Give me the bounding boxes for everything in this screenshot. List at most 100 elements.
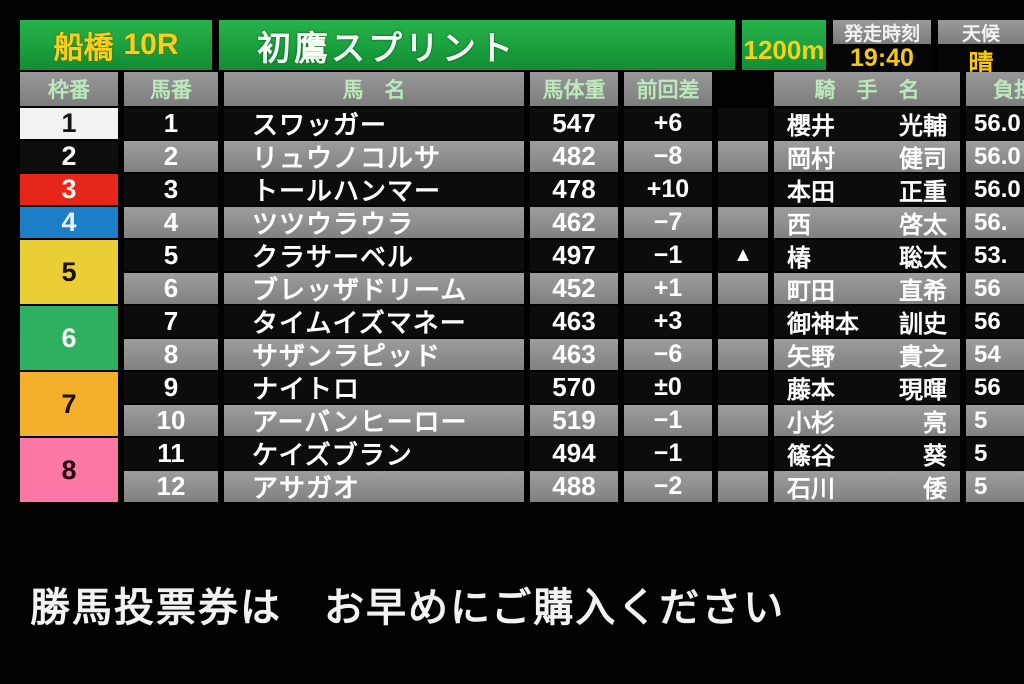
- weight-diff: +6: [624, 108, 712, 139]
- horse-number: 7: [124, 306, 218, 337]
- weight-diff: ±0: [624, 372, 712, 403]
- horse-name: タイムイズマネー: [224, 306, 524, 338]
- burden-weight: 5: [966, 438, 1024, 469]
- body-weight: 478: [530, 174, 618, 205]
- apprentice-marker: [718, 471, 768, 502]
- jockey-name: 小杉 亮: [774, 405, 960, 437]
- jockey-family-name: 西: [787, 212, 811, 239]
- horse-name: アサガオ: [224, 471, 524, 503]
- column-header-burden: 負担: [966, 72, 1024, 106]
- jockey-given-name: 聡太: [899, 245, 947, 272]
- burden-weight: 56: [966, 306, 1024, 337]
- jockey-family-name: 本田: [787, 179, 835, 206]
- race-distance: 1200m: [743, 35, 825, 65]
- burden-weight: 53.: [966, 240, 1024, 271]
- weight-diff: +10: [624, 174, 712, 205]
- jockey-given-name: 直希: [899, 278, 947, 305]
- horse-name: ナイトロ: [224, 372, 524, 404]
- jockey-name: 御神本 訓史: [774, 306, 960, 338]
- start-time-cell: 発走時刻 19:40: [833, 20, 931, 73]
- frame-cell-7: 7: [20, 372, 118, 436]
- horse-number: 3: [124, 174, 218, 205]
- horse-number: 9: [124, 372, 218, 403]
- jockey-name: 櫻井 光輔: [774, 108, 960, 140]
- jockey-family-name: 御神本: [787, 311, 859, 338]
- frame-cell-3: 3: [20, 174, 118, 205]
- race-name-cell: 初鷹スプリント: [219, 20, 735, 70]
- jockey-given-name: 正重: [899, 179, 947, 206]
- horse-number: 11: [124, 438, 218, 469]
- horse-name: ブレッザドリーム: [224, 273, 524, 305]
- jockey-name: 椿 聡太: [774, 240, 960, 272]
- weight-diff: +3: [624, 306, 712, 337]
- jockey-given-name: 現暉: [899, 377, 947, 404]
- column-header-weight: 馬体重: [530, 72, 618, 106]
- jockey-family-name: 藤本: [787, 377, 835, 404]
- jockey-name: 本田 正重: [774, 174, 960, 206]
- body-weight: 497: [530, 240, 618, 271]
- distance-cell: 1200m: [742, 20, 826, 70]
- column-header-number: 馬番: [124, 72, 218, 106]
- weight-diff: −1: [624, 438, 712, 469]
- frame-cell-5: 5: [20, 240, 118, 304]
- column-header-frame: 枠番: [20, 72, 118, 106]
- jockey-name: 篠谷 葵: [774, 438, 960, 470]
- body-weight: 452: [530, 273, 618, 304]
- horse-number: 10: [124, 405, 218, 436]
- burden-weight: 56: [966, 372, 1024, 403]
- body-weight: 570: [530, 372, 618, 403]
- jockey-given-name: 倭: [923, 476, 947, 503]
- horse-name: トールハンマー: [224, 174, 524, 206]
- jockey-name: 藤本 現暉: [774, 372, 960, 404]
- apprentice-marker: [718, 108, 768, 139]
- jockey-family-name: 小杉: [787, 410, 835, 437]
- apprentice-marker: ▲: [718, 240, 768, 271]
- entries-table: 枠番 馬番 馬 名 馬体重 前回差 騎 手 名 負担 1 2 3 4 5 6 7…: [20, 72, 1024, 503]
- frame-cell-6: 6: [20, 306, 118, 370]
- burden-weight: 5: [966, 405, 1024, 436]
- jockey-family-name: 石川: [787, 476, 835, 503]
- horse-number: 6: [124, 273, 218, 304]
- weight-diff: −8: [624, 141, 712, 172]
- top-bar: 船橋 10R 初鷹スプリント 1200m 発走時刻 19:40 天候 晴: [20, 20, 1024, 80]
- burden-weight: 56.0: [966, 174, 1024, 205]
- weight-diff: −2: [624, 471, 712, 502]
- purchase-reminder-message: 勝馬投票券は お早めにご購入ください: [30, 586, 786, 630]
- race-number: 10R: [123, 28, 179, 61]
- apprentice-marker: [718, 141, 768, 172]
- start-time-label: 発走時刻: [833, 20, 931, 45]
- column-header-diff: 前回差: [624, 72, 712, 106]
- body-weight: 462: [530, 207, 618, 238]
- horse-name: サザンラピッド: [224, 339, 524, 371]
- body-weight: 488: [530, 471, 618, 502]
- horse-number: 5: [124, 240, 218, 271]
- jockey-family-name: 椿: [787, 245, 811, 272]
- burden-weight: 56: [966, 273, 1024, 304]
- jockey-name: 石川 倭: [774, 471, 960, 503]
- column-header-jockey: 騎 手 名: [774, 72, 960, 106]
- horse-number: 4: [124, 207, 218, 238]
- jockey-given-name: 貴之: [899, 344, 947, 371]
- jockey-family-name: 町田: [787, 278, 835, 305]
- frame-cell-8: 8: [20, 438, 118, 502]
- horse-name: ケイズブラン: [224, 438, 524, 470]
- jockey-given-name: 訓史: [899, 311, 947, 338]
- horse-number: 2: [124, 141, 218, 172]
- horse-name: リュウノコルサ: [224, 141, 524, 173]
- jockey-family-name: 岡村: [787, 146, 835, 173]
- apprentice-marker: [718, 372, 768, 403]
- race-name: 初鷹スプリント: [257, 29, 516, 68]
- horse-name: アーバンヒーロー: [224, 405, 524, 437]
- body-weight: 463: [530, 306, 618, 337]
- body-weight: 482: [530, 141, 618, 172]
- column-header-name: 馬 名: [224, 72, 524, 106]
- frame-cell-2: 2: [20, 141, 118, 172]
- horse-name: ツツウラウラ: [224, 207, 524, 239]
- weight-diff: −7: [624, 207, 712, 238]
- jockey-name: 矢野 貴之: [774, 339, 960, 371]
- weather-label: 天候: [938, 20, 1024, 45]
- jockey-given-name: 光輔: [899, 113, 947, 140]
- weight-diff: −6: [624, 339, 712, 370]
- jockey-name: 西 啓太: [774, 207, 960, 239]
